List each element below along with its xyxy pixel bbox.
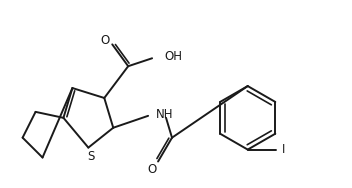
Text: O: O	[101, 34, 110, 47]
Text: NH: NH	[156, 108, 174, 121]
Text: S: S	[88, 150, 95, 163]
Text: I: I	[282, 143, 285, 156]
Text: O: O	[147, 163, 157, 176]
Text: OH: OH	[164, 50, 182, 63]
